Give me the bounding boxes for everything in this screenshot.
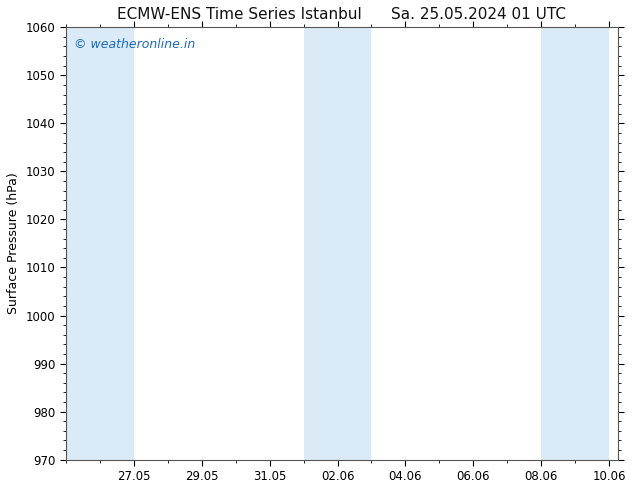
- Bar: [66, 27, 100, 460]
- Bar: [100, 27, 134, 460]
- Bar: [304, 27, 337, 460]
- Title: ECMW-ENS Time Series Istanbul      Sa. 25.05.2024 01 UTC: ECMW-ENS Time Series Istanbul Sa. 25.05.…: [117, 7, 566, 22]
- Bar: [541, 27, 576, 460]
- Y-axis label: Surface Pressure (hPa): Surface Pressure (hPa): [7, 172, 20, 314]
- Text: © weatheronline.in: © weatheronline.in: [74, 38, 195, 51]
- Bar: [576, 27, 609, 460]
- Bar: [337, 27, 372, 460]
